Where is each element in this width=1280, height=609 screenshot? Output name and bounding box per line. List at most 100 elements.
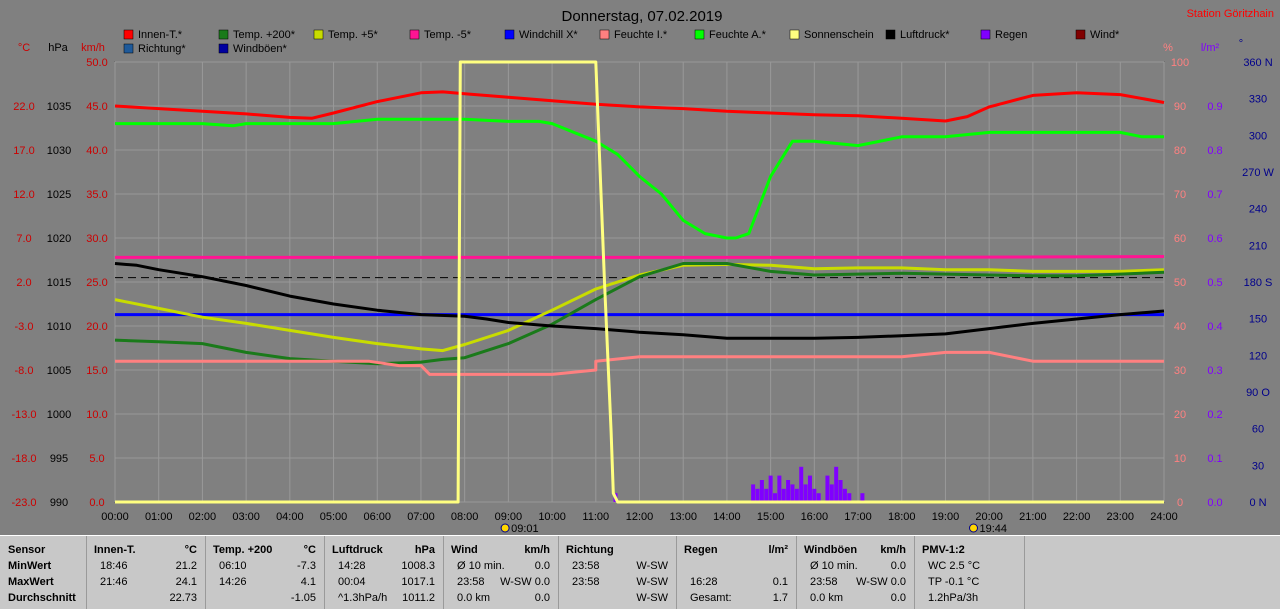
stats-cell-value: 0.0 (890, 592, 906, 604)
stats-label-min: MinWert (8, 560, 52, 572)
legend-swatch (885, 29, 896, 40)
stats-cell-time: 16:28 (690, 576, 718, 588)
hum-tick-label: 0 (1177, 497, 1183, 509)
x-tick-label: 05:00 (320, 511, 348, 523)
temp-unit-label: °C (18, 42, 30, 54)
stats-column: PMV-1:2 WC 2.5 °C TP -0.1 °C 1.2hPa/3h (914, 536, 1025, 609)
axis-unit-labels: °C hPa km/h % l/m² ° (18, 38, 1243, 54)
legend: Innen-T.* Temp. +200* Temp. +5* Temp. -5* Wi… (123, 29, 1120, 55)
stats-cell-time: Ø 10 min. (810, 560, 858, 572)
press-tick-label: 1035 (47, 101, 71, 113)
stats-cell-value: W-SW 0.0 (856, 576, 906, 588)
stats-cell-time: Ø 10 min. (457, 560, 505, 572)
stats-cell-value: 1008.3 (401, 560, 435, 572)
legend-label: Wind* (1090, 29, 1120, 41)
rain-bar (812, 488, 817, 502)
rain-bars (613, 466, 865, 502)
stats-cell-value: 0.0 (534, 592, 550, 604)
stats-cell-time: 23:58 (572, 560, 600, 572)
stats-cell-value: 1011.2 (402, 592, 435, 604)
hum-tick-label: 50 (1174, 277, 1186, 289)
x-tick-label: 15:00 (757, 511, 785, 523)
stats-cell-value: W-SW (636, 592, 668, 604)
series-lines (114, 60, 1165, 504)
dir-tick-label: 150 (1249, 314, 1267, 326)
legend-label: Temp. +5* (328, 29, 379, 41)
legend-swatch (218, 29, 229, 40)
x-tick-label: 19:00 (932, 511, 960, 523)
stats-label-max: MaxWert (8, 576, 54, 588)
x-tick-label: 02:00 (189, 511, 217, 523)
legend-label: Temp. +200* (233, 29, 296, 41)
stats-column: Windböen km/h Ø 10 min. 0.0 23:58 W-SW 0.0 0.0… (796, 536, 915, 609)
stats-cell-time: 14:26 (219, 576, 247, 588)
weather-chart: Donnerstag, 07.02.2019 Station Göritzhai… (0, 0, 1280, 535)
stats-column-unit: km/h (880, 544, 906, 556)
legend-swatch (1075, 29, 1086, 40)
legend-swatch (694, 29, 705, 40)
series-line (115, 255, 1165, 259)
rain-bar (838, 480, 843, 502)
legend-swatch (409, 29, 420, 40)
hum-tick-label: 60 (1174, 233, 1186, 245)
chart-title: Donnerstag, 07.02.2019 (562, 8, 723, 25)
dir-unit-label: ° (1239, 38, 1243, 50)
rain-bar (751, 484, 756, 502)
x-tick-label: 07:00 (407, 511, 435, 523)
series-line (114, 90, 1165, 123)
rain-bar (834, 466, 839, 502)
press-tick-label: 1010 (47, 321, 71, 333)
legend-label: Regen (995, 29, 1027, 41)
stats-cell-time: 06:10 (219, 560, 247, 572)
stats-column-unit: l/m² (768, 544, 788, 556)
stats-cell-value: -1.05 (290, 592, 316, 604)
rain-bar (781, 488, 786, 502)
stats-column-name: Wind (451, 544, 478, 556)
dir-tick-label: 0 N (1249, 497, 1266, 509)
stats-column-name: Regen (684, 544, 718, 556)
rain-tick-label: 0.7 (1207, 189, 1222, 201)
rain-tick-label: 0.3 (1207, 365, 1222, 377)
stats-cell-value: 0.0 (534, 560, 550, 572)
rain-bar (847, 493, 852, 502)
legend-swatch (504, 29, 515, 40)
stats-cell-time: 23:58 (572, 576, 600, 588)
stats-column: Wind km/h Ø 10 min. 0.0 23:58 W-SW 0.0 0.0 km 0… (443, 536, 559, 609)
legend-label: Luftdruck* (900, 29, 950, 41)
legend-swatch (123, 29, 134, 40)
stats-cell-time: 23:58 (810, 576, 838, 588)
stats-cell-time: 18:46 (100, 560, 128, 572)
stats-column-name: Innen-T. (94, 544, 136, 556)
dir-tick-label: 180 S (1244, 277, 1273, 289)
press-tick-label: 1025 (47, 189, 71, 201)
temp-tick-label: 22.0 (13, 101, 34, 113)
x-axis: 00:00 01:00 02:00 03:00 04:00 05:00 06:00 07:00… (101, 511, 1178, 535)
sun-icon (969, 523, 979, 533)
stats-column: Innen-T. °C 18:46 21.2 21:46 24.1 22.73 (86, 536, 206, 609)
x-tick-label: 00:00 (101, 511, 129, 523)
x-tick-label: 21:00 (1019, 511, 1047, 523)
wind-tick-label: 25.0 (86, 277, 107, 289)
stats-cell-time: ^1.3hPa/h (338, 592, 388, 604)
dir-tick-label: 270 W (1242, 167, 1274, 179)
x-tick-label: 14:00 (713, 511, 741, 523)
stats-cell-time: 14:28 (338, 560, 366, 572)
hum-tick-label: 100 (1171, 57, 1189, 69)
rain-tick-label: 0.0 (1207, 497, 1222, 509)
hum-tick-label: 90 (1174, 101, 1186, 113)
temp-tick-label: 12.0 (13, 189, 34, 201)
hum-tick-label: 10 (1174, 453, 1186, 465)
stats-cell-time: 0.0 km (457, 592, 491, 604)
stats-cell-time: WC 2.5 °C (928, 560, 981, 572)
rain-bar (772, 493, 777, 502)
series-line (114, 262, 1165, 366)
rain-tick-label: 0.2 (1207, 409, 1222, 421)
rain-bar (777, 475, 782, 502)
temp-tick-label: 17.0 (13, 145, 34, 157)
rain-tick-label: 0.8 (1207, 145, 1222, 157)
stats-cell-time: 00:04 (338, 576, 366, 588)
x-tick-label: 11:00 (582, 511, 609, 523)
stats-cell-value: W-SW 0.0 (500, 576, 550, 588)
stats-cell-value: 24.1 (175, 576, 197, 588)
legend-label: Feuchte I.* (614, 29, 668, 41)
